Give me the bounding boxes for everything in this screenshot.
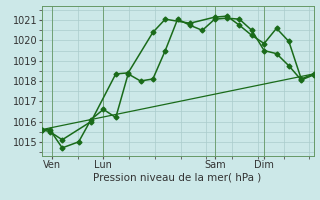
X-axis label: Pression niveau de la mer( hPa ): Pression niveau de la mer( hPa ) xyxy=(93,173,262,183)
